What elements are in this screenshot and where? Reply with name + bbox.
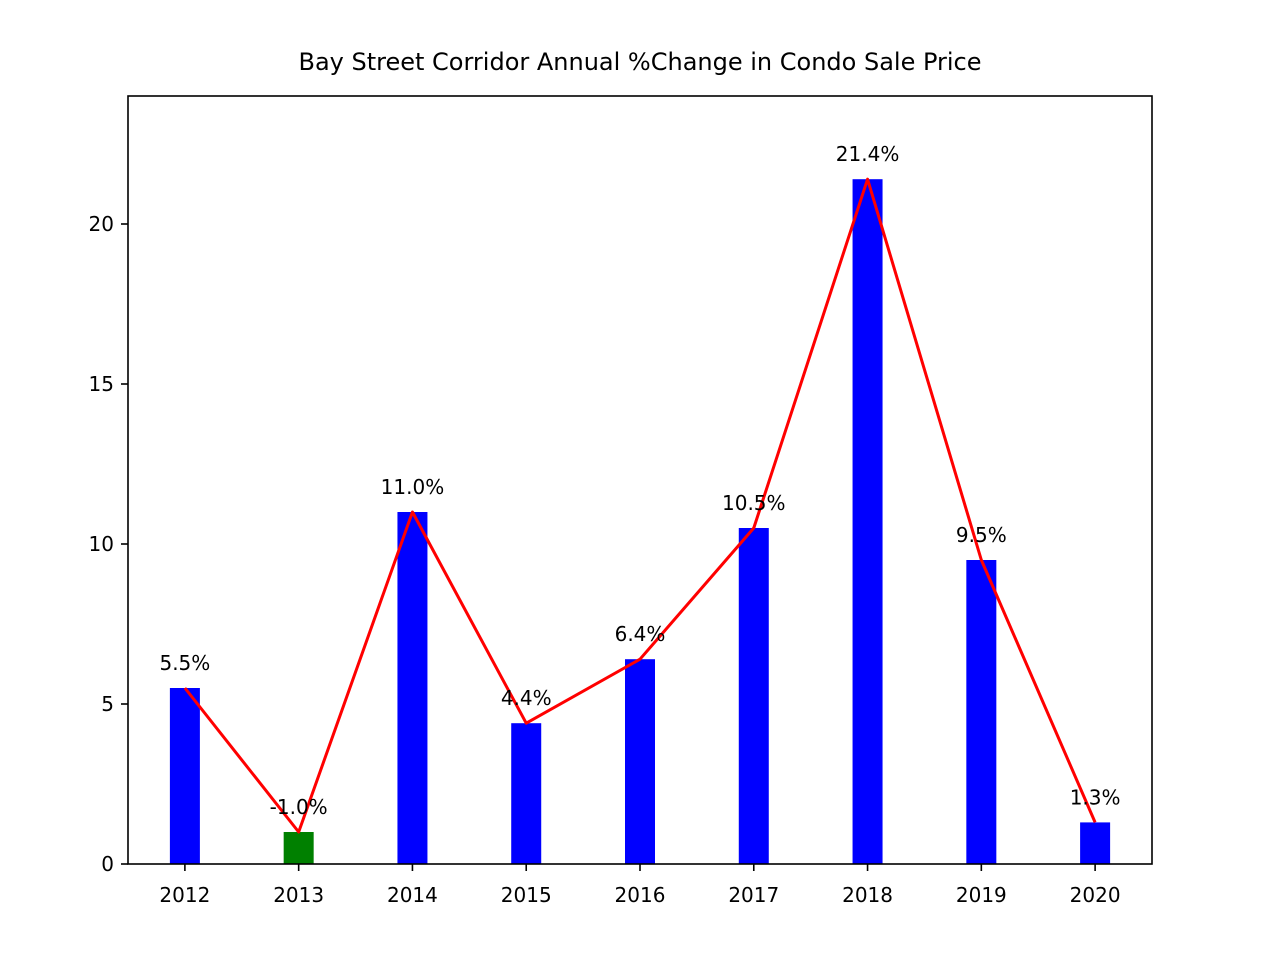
data-label-2015: 4.4% [501, 686, 552, 710]
chart-title: Bay Street Corridor Annual %Change in Co… [298, 48, 982, 76]
x-tick-label-2015: 2015 [501, 883, 552, 907]
bar-2012 [169, 688, 200, 864]
trend-line [183, 177, 1097, 834]
data-label-2017: 10.5% [722, 491, 786, 515]
bar-2017 [738, 528, 769, 864]
y-tick-label-10: 10 [89, 532, 114, 556]
y-tick-label-0: 0 [101, 852, 114, 876]
data-label-2020: 1.3% [1070, 785, 1121, 809]
data-label-2016: 6.4% [615, 622, 666, 646]
x-tick-label-2020: 2020 [1070, 883, 1121, 907]
bar-2020 [1080, 822, 1111, 864]
data-label-2012: 5.5% [159, 651, 210, 675]
y-tick-label-20: 20 [89, 212, 114, 236]
data-label-2013: -1.0% [270, 795, 328, 819]
bar-2013 [283, 832, 314, 864]
y-tick-label-5: 5 [101, 692, 114, 716]
bar-2018 [852, 179, 883, 864]
y-tick-label-15: 15 [89, 372, 114, 396]
bars-layer [169, 179, 1111, 864]
data-label-2019: 9.5% [956, 523, 1007, 547]
bar-2019 [966, 560, 997, 864]
bar-2016 [625, 659, 655, 864]
axes-layer: 0 5 10 15 20 2012 2013 2014 2015 2016 2017 2018 2019… [89, 95, 1153, 907]
x-tick-label-2019: 2019 [956, 883, 1007, 907]
data-label-2018: 21.4% [836, 142, 900, 166]
x-tick-label-2012: 2012 [159, 883, 210, 907]
trend-line-layer [183, 177, 1097, 834]
bar-2015 [511, 723, 542, 864]
x-tick-label-2018: 2018 [842, 883, 893, 907]
x-tick-label-2017: 2017 [728, 883, 779, 907]
data-labels-layer: 5.5% -1.0% 11.0% 4.4% 6.4% 10.5% 21.4% 9.5% 1.3% [159, 142, 1120, 819]
x-tick-label-2016: 2016 [615, 883, 666, 907]
data-label-2014: 11.0% [381, 475, 445, 499]
x-tick-label-2013: 2013 [273, 883, 324, 907]
bar-2014 [397, 512, 428, 864]
x-tick-label-2014: 2014 [387, 883, 438, 907]
